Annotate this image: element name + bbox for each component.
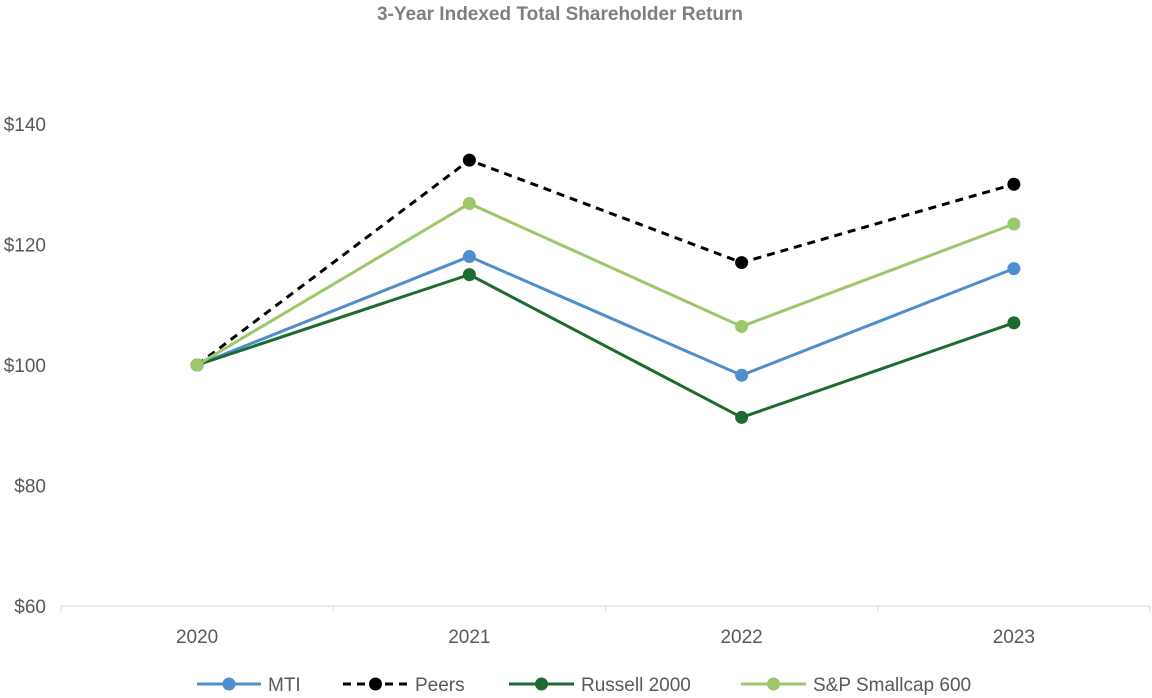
legend-swatch-marker bbox=[222, 677, 236, 691]
legend-label: S&P Smallcap 600 bbox=[813, 675, 971, 696]
series-line-peers bbox=[196, 158, 1015, 367]
series-s-p-smallcap-600 bbox=[190, 197, 1021, 372]
series-line-mti bbox=[196, 255, 1015, 377]
legend-label: MTI bbox=[268, 675, 301, 696]
legend-item-s-p-smallcap-600: S&P Smallcap 600 bbox=[741, 675, 971, 696]
data-point-s-p-smallcap-600 bbox=[735, 319, 749, 333]
y-tick-label: $60 bbox=[14, 597, 46, 618]
data-point-peers bbox=[462, 153, 476, 167]
data-point-s-p-smallcap-600 bbox=[1007, 217, 1021, 231]
x-tick-marks bbox=[60, 606, 1151, 612]
series-group bbox=[190, 153, 1021, 424]
series-line-russell-2000 bbox=[196, 273, 1015, 419]
legend-swatch-marker bbox=[535, 677, 548, 691]
data-point-peers bbox=[1007, 177, 1021, 191]
y-tick-label: $100 bbox=[4, 356, 46, 377]
data-point-mti bbox=[735, 368, 749, 382]
data-point-russell-2000 bbox=[1007, 316, 1021, 330]
legend-swatch-marker bbox=[767, 677, 780, 691]
chart-title: 3-Year Indexed Total Shareholder Return bbox=[377, 4, 743, 25]
legend-item-russell-2000: Russell 2000 bbox=[509, 675, 691, 696]
legend-label: Russell 2000 bbox=[581, 675, 691, 696]
data-point-peers bbox=[735, 256, 749, 270]
data-point-s-p-smallcap-600 bbox=[462, 197, 476, 211]
series-russell-2000 bbox=[190, 268, 1021, 424]
series-peers bbox=[190, 153, 1021, 372]
x-axis-labels: 2020 2021 2022 2023 bbox=[176, 627, 1035, 648]
y-tick-label: $80 bbox=[14, 477, 46, 498]
data-point-s-p-smallcap-600 bbox=[190, 358, 204, 372]
data-point-russell-2000 bbox=[735, 410, 749, 424]
x-tick-label: 2022 bbox=[720, 627, 762, 648]
legend-item-peers: Peers bbox=[343, 675, 465, 696]
legend-item-mti: MTI bbox=[197, 675, 301, 696]
legend-label: Peers bbox=[415, 675, 465, 696]
legend-swatch-marker bbox=[369, 677, 382, 691]
x-tick-label: 2023 bbox=[993, 627, 1035, 648]
series-line-s-p-smallcap-600 bbox=[196, 202, 1015, 367]
data-point-mti bbox=[1007, 262, 1021, 276]
x-tick-label: 2020 bbox=[176, 627, 218, 648]
x-tick-label: 2021 bbox=[448, 627, 490, 648]
legend: MTI Peers Russell 2000 S&P Smallcap 600 bbox=[197, 675, 971, 696]
y-tick-label: $140 bbox=[4, 115, 46, 136]
data-point-mti bbox=[462, 250, 476, 264]
series-mti bbox=[190, 250, 1021, 382]
y-axis-labels: $60 $80 $100 $120 $140 bbox=[4, 115, 46, 618]
y-tick-label: $120 bbox=[4, 236, 46, 257]
data-point-russell-2000 bbox=[462, 268, 476, 282]
